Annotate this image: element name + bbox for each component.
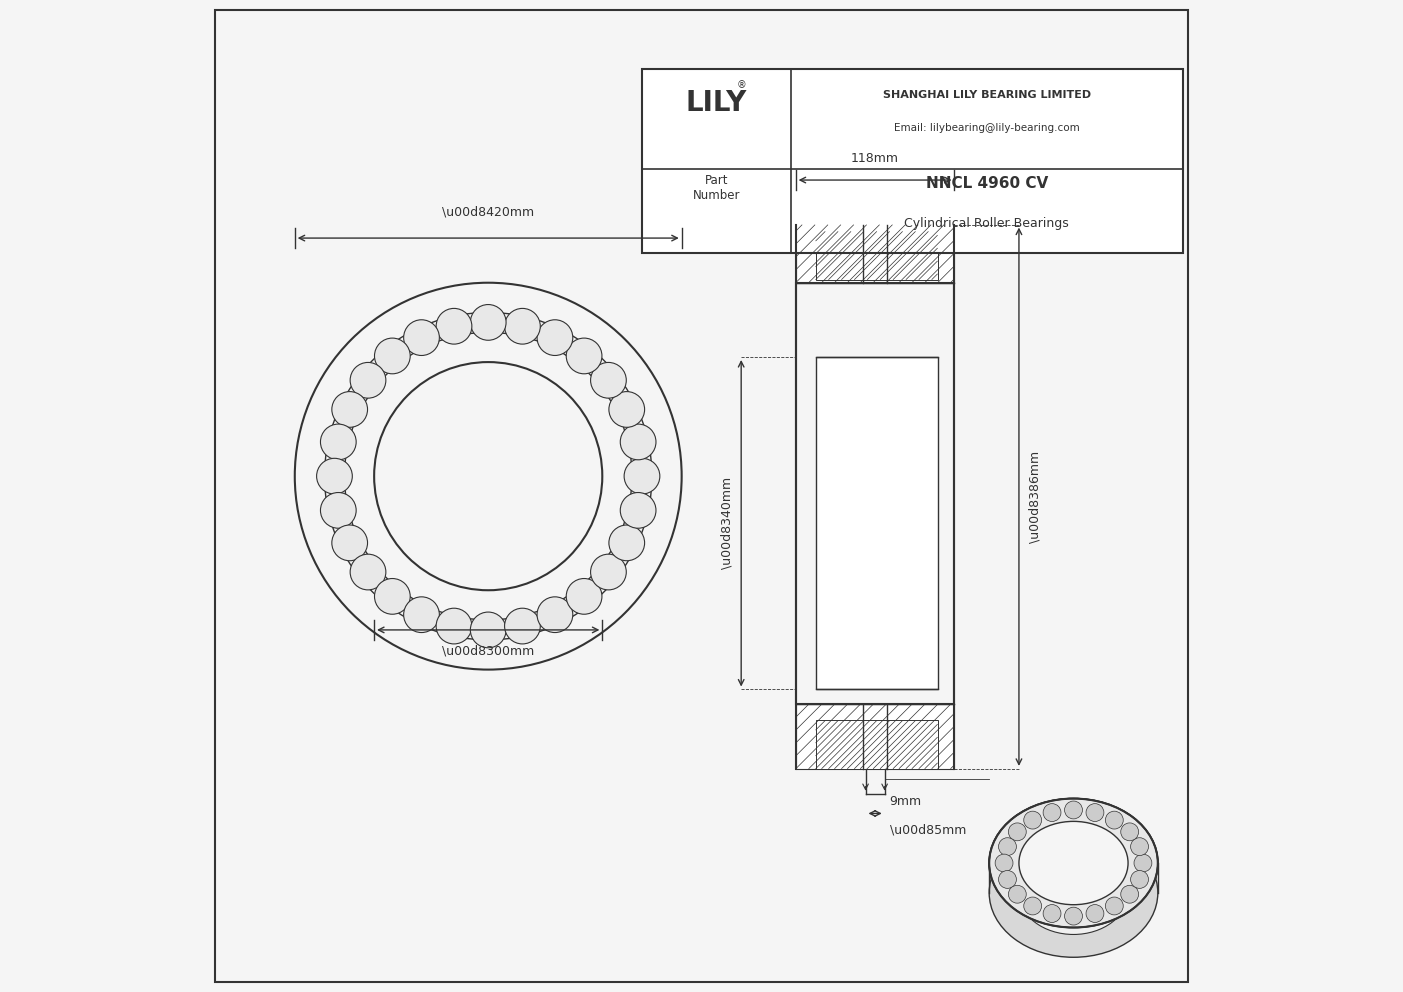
Circle shape	[1042, 905, 1061, 923]
Circle shape	[995, 854, 1013, 872]
Text: LILY: LILY	[686, 89, 746, 117]
Text: \u00d8420mm: \u00d8420mm	[442, 205, 535, 218]
Text: Email: lilybearing@lily-bearing.com: Email: lilybearing@lily-bearing.com	[894, 123, 1079, 134]
Ellipse shape	[989, 828, 1157, 957]
Circle shape	[1009, 823, 1026, 841]
Text: SHANGHAI LILY BEARING LIMITED: SHANGHAI LILY BEARING LIMITED	[882, 89, 1090, 100]
Circle shape	[620, 425, 657, 460]
Circle shape	[1042, 804, 1061, 821]
Circle shape	[1086, 804, 1104, 821]
Circle shape	[1009, 885, 1026, 903]
Circle shape	[609, 392, 644, 428]
Text: 9mm: 9mm	[890, 796, 922, 808]
Circle shape	[505, 608, 540, 644]
Circle shape	[320, 492, 356, 528]
Circle shape	[537, 319, 572, 355]
Text: \u00d85mm: \u00d85mm	[890, 823, 965, 836]
Circle shape	[1065, 802, 1083, 819]
Circle shape	[1024, 897, 1041, 915]
Bar	[796, 704, 954, 769]
Circle shape	[624, 458, 659, 494]
Bar	[643, 69, 1183, 253]
Circle shape	[1024, 811, 1041, 829]
Circle shape	[436, 608, 471, 644]
Circle shape	[404, 319, 439, 355]
Ellipse shape	[1019, 821, 1128, 905]
Circle shape	[375, 338, 410, 374]
Circle shape	[505, 309, 540, 344]
Bar	[815, 357, 937, 689]
Circle shape	[333, 392, 368, 428]
Ellipse shape	[1019, 851, 1128, 934]
Circle shape	[333, 525, 368, 560]
Circle shape	[1065, 907, 1083, 925]
Text: \u00d8300mm: \u00d8300mm	[442, 645, 535, 658]
Circle shape	[1131, 837, 1149, 855]
Text: 118mm: 118mm	[852, 152, 899, 165]
Circle shape	[404, 597, 439, 633]
Text: \u00d8340mm: \u00d8340mm	[720, 477, 734, 569]
Circle shape	[999, 837, 1016, 855]
Circle shape	[591, 555, 626, 590]
Text: NNCL 4960 CV: NNCL 4960 CV	[926, 176, 1048, 191]
Circle shape	[351, 555, 386, 590]
Circle shape	[620, 492, 657, 528]
Circle shape	[609, 525, 644, 560]
Circle shape	[470, 612, 506, 648]
Bar	[815, 231, 937, 280]
Circle shape	[567, 578, 602, 614]
Circle shape	[470, 305, 506, 340]
Text: \u00d8386mm: \u00d8386mm	[1028, 450, 1042, 543]
Bar	[815, 720, 937, 769]
Bar	[796, 283, 954, 704]
Circle shape	[1121, 885, 1139, 903]
Circle shape	[591, 362, 626, 398]
Ellipse shape	[989, 799, 1157, 928]
Circle shape	[1131, 871, 1149, 889]
Text: Cylindrical Roller Bearings: Cylindrical Roller Bearings	[905, 216, 1069, 230]
Circle shape	[1134, 854, 1152, 872]
Circle shape	[375, 578, 410, 614]
Circle shape	[320, 425, 356, 460]
Circle shape	[999, 871, 1016, 889]
Circle shape	[1121, 823, 1139, 841]
Circle shape	[567, 338, 602, 374]
Circle shape	[537, 597, 572, 633]
Bar	[796, 225, 954, 283]
Circle shape	[1106, 897, 1124, 915]
Text: Part
Number: Part Number	[693, 175, 741, 202]
Circle shape	[1086, 905, 1104, 923]
Text: ®: ®	[737, 80, 746, 90]
Circle shape	[317, 458, 352, 494]
Circle shape	[436, 309, 471, 344]
Circle shape	[351, 362, 386, 398]
Circle shape	[1106, 811, 1124, 829]
